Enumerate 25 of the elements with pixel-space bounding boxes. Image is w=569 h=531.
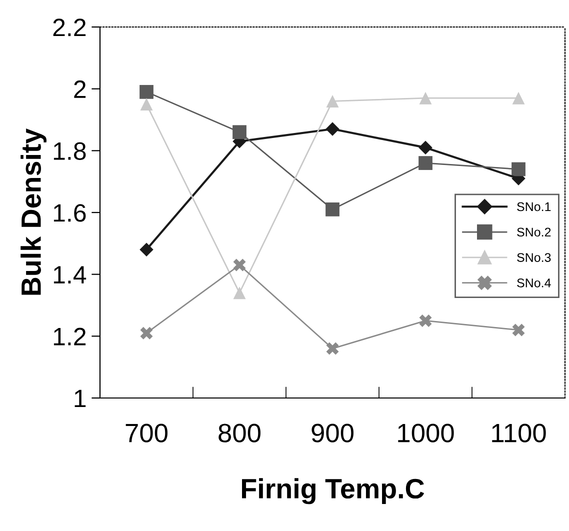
x-tick-label: 800: [218, 424, 260, 442]
point: [232, 125, 246, 140]
legend-label: SNo.1: [517, 202, 551, 212]
y-tick-label: 2.2: [53, 18, 86, 36]
y-tick-label: 1.6: [54, 204, 86, 222]
point: [140, 84, 154, 99]
x-tick-label: 900: [312, 424, 354, 442]
x-axis-title: Firnig Temp.C: [242, 478, 424, 504]
point: [140, 326, 153, 340]
legend-label: SNo.2: [517, 228, 551, 237]
x-tick-label: 700: [126, 424, 168, 442]
legend-label: SNo.4: [517, 278, 551, 288]
y-tick-label: 1.8: [54, 142, 86, 160]
y-tick-label: 1.2: [54, 328, 86, 346]
y-tick-label: 1.4: [54, 266, 86, 284]
x-tick-label: 1000: [398, 424, 454, 442]
point: [512, 162, 526, 176]
point: [512, 324, 525, 336]
legend-label: SNo.3: [517, 253, 551, 262]
point: [512, 92, 525, 104]
y-tick-label: 2: [74, 80, 86, 98]
y-tick-label: 1: [74, 390, 86, 408]
x-tick-label: 1100: [492, 424, 546, 442]
y-axis-title: Bulk Density: [20, 128, 46, 295]
point: [418, 156, 432, 170]
